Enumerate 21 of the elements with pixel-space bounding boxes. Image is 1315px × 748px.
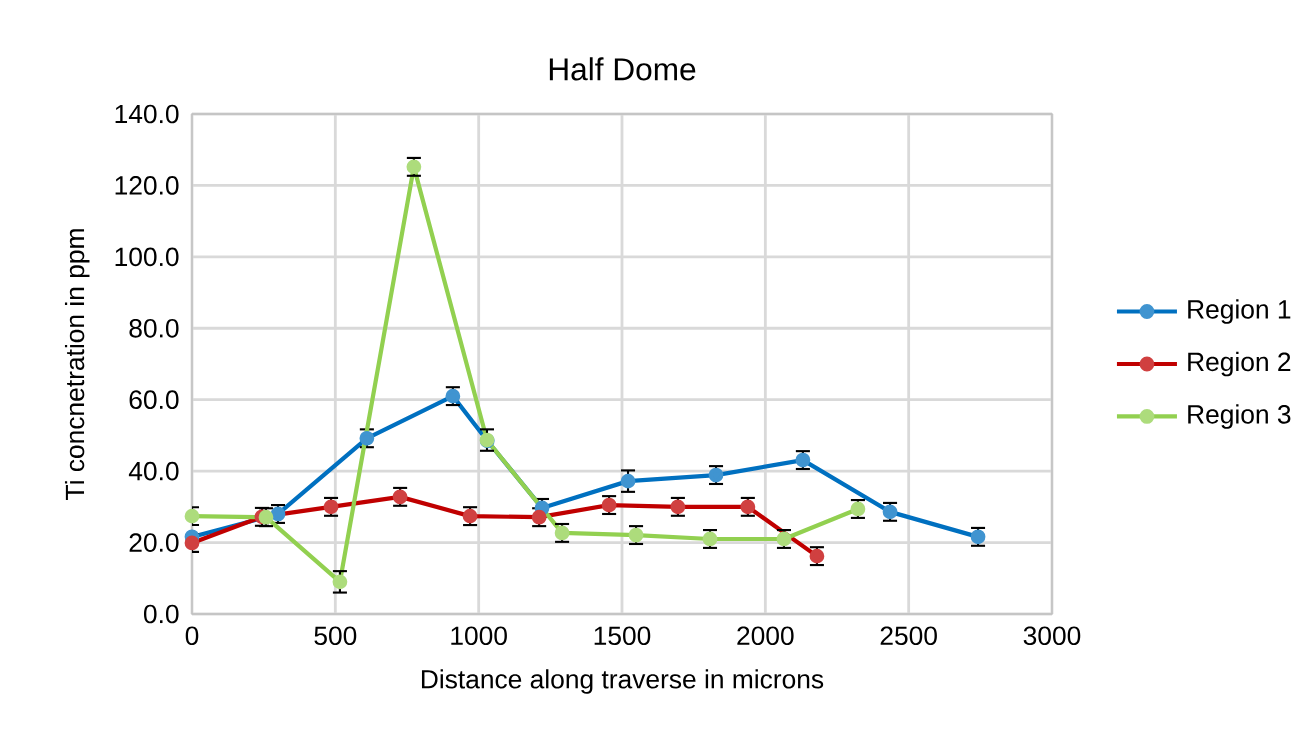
- x-axis-title: Distance along traverse in microns: [421, 669, 824, 694]
- legend-label: Region 3: [1188, 404, 1291, 429]
- x-tick-label: 2500: [880, 626, 937, 646]
- y-tick-label: 140.0: [115, 104, 179, 124]
- y-tick-label: 60.0: [129, 390, 179, 410]
- legend-label: Region 2: [1188, 351, 1291, 377]
- chart-title: Half Dome: [549, 57, 696, 81]
- legend-label: Region 1: [1188, 299, 1291, 324]
- x-tick-label: 0: [185, 626, 199, 646]
- x-tick-label: 1000: [451, 626, 507, 646]
- x-tick-label: 1500: [594, 626, 651, 646]
- x-tick-label: 500: [314, 626, 357, 646]
- x-tick-label: 3000: [1023, 626, 1081, 646]
- y-tick-label: 120.0: [115, 176, 179, 195]
- y-tick-label: 40.0: [128, 461, 179, 481]
- y-tick-label: 100.0: [115, 247, 179, 267]
- y-axis-title: Ti concnetration in ppm: [64, 229, 90, 500]
- y-tick-label: 80.0: [129, 318, 179, 338]
- y-tick-label: 20.0: [129, 533, 179, 552]
- x-tick-label: 2000: [737, 626, 794, 646]
- y-tick-label: 0.0: [143, 604, 179, 624]
